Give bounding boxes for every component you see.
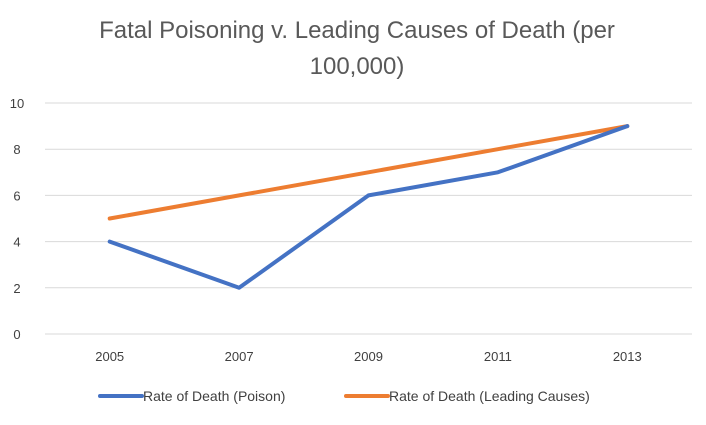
x-tick-label: 2013	[613, 349, 642, 364]
x-tick-label: 2005	[95, 349, 124, 364]
gridlines	[45, 102, 692, 335]
y-tick-label: 10	[10, 96, 24, 111]
series-line-rate-of-death-poison	[107, 124, 630, 290]
chart-title-line-2: 100,000)	[310, 53, 405, 80]
y-tick-label: 8	[13, 142, 20, 157]
x-tick-label: 2011	[484, 349, 512, 364]
x-tick-label: 2007	[225, 349, 254, 364]
series-line-rate-of-death-leading-causes	[107, 124, 630, 221]
chart-title-line-1: Fatal Poisoning v. Leading Causes of Dea…	[99, 17, 615, 44]
x-axis-tick-labels: 2005 2007 2009 2011 2013	[95, 349, 642, 364]
legend: Rate of Death (Poison) Rate of Death (Lea…	[98, 388, 590, 404]
legend-label: Rate of Death (Poison)	[143, 388, 285, 404]
legend-label: Rate of Death (Leading Causes)	[389, 388, 590, 404]
x-tick-label: 2009	[354, 349, 383, 364]
y-tick-label: 2	[13, 281, 20, 296]
y-axis-tick-labels: 0 2 4 6 8 10	[10, 96, 24, 342]
y-tick-label: 6	[13, 188, 20, 203]
series-lines	[107, 124, 630, 290]
y-tick-label: 4	[13, 235, 20, 250]
y-tick-label: 0	[13, 327, 20, 342]
